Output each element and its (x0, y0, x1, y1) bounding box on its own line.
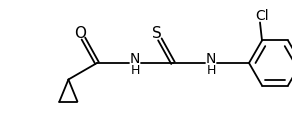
Text: N: N (206, 52, 216, 66)
Text: Cl: Cl (255, 9, 269, 23)
Text: H: H (130, 63, 140, 77)
Text: H: H (206, 63, 216, 77)
Text: S: S (152, 26, 161, 41)
Text: O: O (74, 26, 86, 41)
Text: N: N (130, 52, 140, 66)
